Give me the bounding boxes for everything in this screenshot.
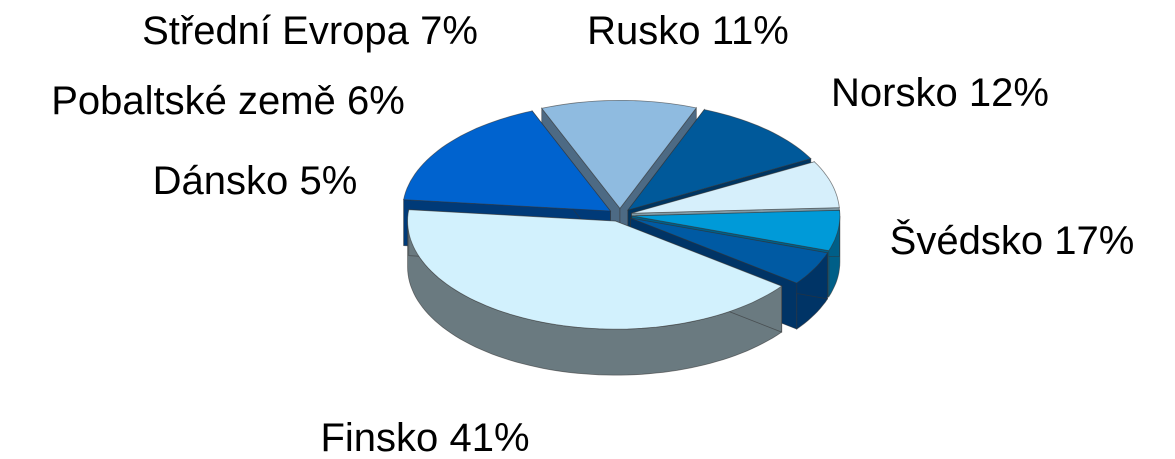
value-label: 17%	[1054, 219, 1134, 263]
labels: Finsko 41% Švédsko 17% Norsko 12% Rusko 11% Stře…	[51, 9, 1134, 459]
slice	[540, 100, 698, 210]
slice-label: Švédsko 17%	[890, 218, 1135, 263]
category-label: Dánsko	[153, 159, 289, 203]
slice	[626, 109, 812, 211]
slice-label: Pobaltské země 6%	[51, 79, 405, 123]
value-label: 7%	[420, 9, 478, 53]
category-label: Švédsko	[890, 218, 1043, 263]
category-label: Střední Evropa	[142, 9, 410, 53]
category-label: Norsko	[831, 71, 958, 115]
slice-label: Dánsko 5%	[153, 159, 358, 203]
slice-label: Střední Evropa 7%	[142, 9, 478, 53]
value-label: 5%	[300, 159, 358, 203]
value-label: 6%	[347, 79, 405, 123]
slice-label: Finsko 41%	[320, 416, 529, 459]
value-label: 11%	[712, 9, 789, 53]
category-label: Finsko	[320, 416, 438, 459]
slice	[631, 209, 841, 252]
slice	[407, 209, 783, 330]
slice-label: Rusko 11%	[587, 9, 789, 53]
pie	[403, 100, 841, 376]
slice-label: Norsko 12%	[831, 71, 1049, 115]
slice	[630, 217, 829, 284]
value-label: 41%	[449, 416, 529, 459]
category-label: Pobaltské země	[51, 79, 336, 123]
slice	[631, 161, 840, 214]
slice	[403, 110, 612, 212]
category-label: Rusko	[587, 9, 700, 53]
value-label: 12%	[969, 71, 1049, 115]
